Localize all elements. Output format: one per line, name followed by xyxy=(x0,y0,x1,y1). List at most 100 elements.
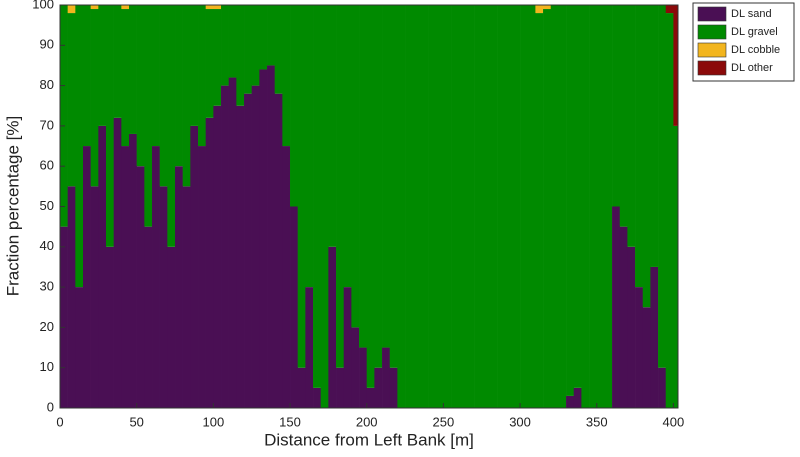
bar-segment xyxy=(221,5,229,86)
bar-segment xyxy=(129,5,137,134)
bar-segment xyxy=(642,5,651,308)
bar-segment xyxy=(259,5,268,70)
bar-segment xyxy=(106,5,114,247)
bar-segment xyxy=(274,93,283,408)
bar-segment xyxy=(481,5,490,408)
bar-segment xyxy=(221,85,229,408)
bar-segment xyxy=(366,5,375,388)
bar-segment xyxy=(90,5,99,10)
x-tick-label: 200 xyxy=(356,414,378,429)
bar-segment xyxy=(83,146,91,408)
bar-segment xyxy=(267,65,275,408)
x-tick-label: 250 xyxy=(433,414,455,429)
bar-segment xyxy=(435,5,444,408)
bar-segment xyxy=(297,367,306,408)
bar-segment xyxy=(129,133,137,408)
bar-segment xyxy=(144,226,153,408)
x-tick-label: 150 xyxy=(279,414,301,429)
bar-segment xyxy=(566,395,575,408)
x-tick-label: 300 xyxy=(509,414,531,429)
bar-segment xyxy=(106,246,114,408)
bar-segment xyxy=(451,5,460,408)
bar-segment xyxy=(282,146,291,408)
bar-segment xyxy=(75,5,84,288)
bar-segment xyxy=(466,5,475,408)
bar-segment xyxy=(60,5,68,227)
x-tick-label: 400 xyxy=(663,414,685,429)
bar-segment xyxy=(351,5,360,328)
bar-segment xyxy=(658,5,667,368)
bar-segment xyxy=(650,5,659,267)
bar-segment xyxy=(596,5,605,408)
bar-segment xyxy=(159,186,168,408)
bar-segment xyxy=(405,5,414,408)
bar-segment xyxy=(397,5,406,408)
y-tick-label: 90 xyxy=(40,37,54,52)
bar-segment xyxy=(420,5,429,408)
bar-segment xyxy=(305,287,314,408)
bar-segment xyxy=(190,125,199,408)
y-tick-label: 70 xyxy=(40,117,54,132)
bar-segment xyxy=(320,5,329,408)
bar-segment xyxy=(412,5,421,408)
bar-segment xyxy=(236,105,245,408)
bar-segment xyxy=(389,5,398,368)
legend-label: DL other xyxy=(731,62,773,74)
bar-segment xyxy=(205,9,214,118)
bar-segment xyxy=(182,5,191,187)
bar-segment xyxy=(665,13,674,408)
y-tick-label: 30 xyxy=(40,279,54,294)
bar-segment xyxy=(113,5,122,118)
bar-segment xyxy=(152,146,160,408)
bar-segment xyxy=(98,125,107,408)
bar-segment xyxy=(627,5,636,247)
bar-segment xyxy=(67,13,76,187)
bar-segment xyxy=(527,5,536,408)
bar-segment xyxy=(351,327,360,408)
bar-segment xyxy=(228,5,237,78)
bar-segment xyxy=(244,93,252,408)
bar-segment xyxy=(313,5,321,388)
bar-segment xyxy=(167,246,176,408)
bar-segment xyxy=(313,387,321,408)
y-tick-label: 0 xyxy=(47,399,54,414)
bar-segment xyxy=(550,5,559,408)
bar-segment xyxy=(274,5,283,94)
bar-segment xyxy=(512,5,521,408)
bar-segment xyxy=(244,5,252,94)
bar-segment xyxy=(382,347,391,408)
x-tick-label: 100 xyxy=(202,414,224,429)
plot-area xyxy=(60,5,678,408)
x-tick-label: 50 xyxy=(129,414,143,429)
x-tick-label: 350 xyxy=(586,414,608,429)
bar-segment xyxy=(650,266,659,408)
bar-segment xyxy=(121,5,130,10)
bar-segment xyxy=(213,105,222,408)
bar-segment xyxy=(343,5,352,288)
bar-segment xyxy=(83,5,91,147)
bar-segment xyxy=(535,5,544,14)
bar-segment xyxy=(573,387,582,408)
bar-segment xyxy=(612,206,621,408)
bar-segment xyxy=(504,5,513,408)
bar-segment xyxy=(67,186,76,408)
bar-segment xyxy=(121,146,130,408)
y-tick-label: 60 xyxy=(40,158,54,173)
bar-segment xyxy=(152,5,160,147)
bar-segment xyxy=(428,5,437,408)
bar-segment xyxy=(619,226,628,408)
bar-segment xyxy=(581,5,590,408)
bar-segment xyxy=(543,9,552,408)
bar-segment xyxy=(665,5,674,14)
bar-segment xyxy=(374,5,383,368)
x-axis-title: Distance from Left Bank [m] xyxy=(264,430,474,449)
bar-segment xyxy=(182,186,191,408)
bar-segment xyxy=(612,5,621,207)
legend-label: DL sand xyxy=(731,8,772,20)
bar-segment xyxy=(198,146,206,408)
legend-label: DL cobble xyxy=(731,44,780,56)
bar-segment xyxy=(167,5,176,247)
bar-segment xyxy=(121,9,130,147)
bar-segment xyxy=(282,5,291,147)
y-tick-label: 50 xyxy=(40,198,54,213)
